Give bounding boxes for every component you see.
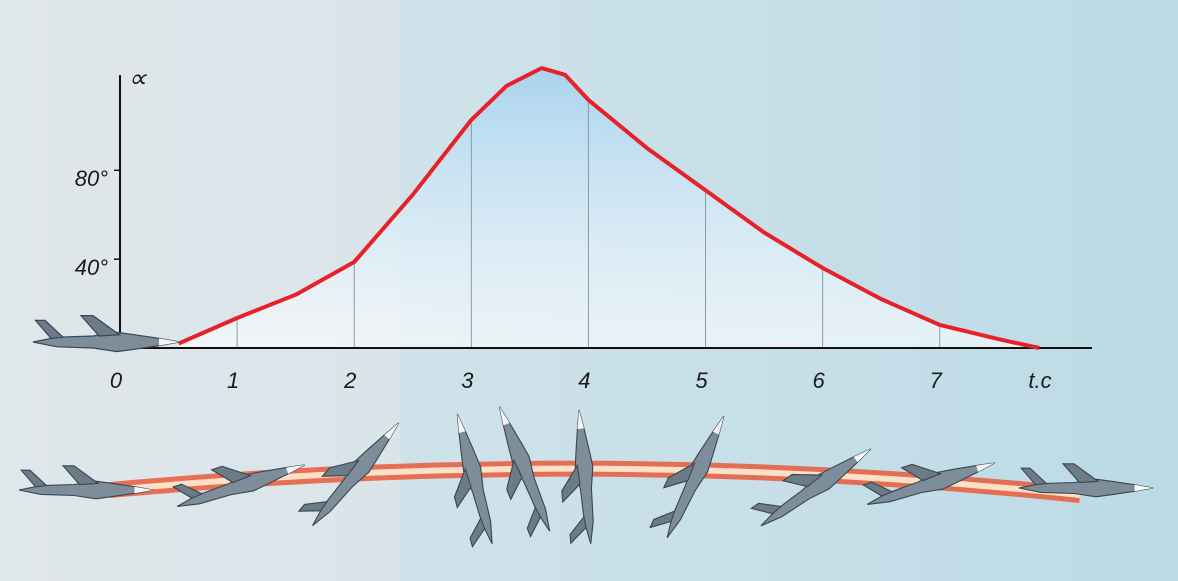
x-tick-label: 2 — [343, 368, 356, 393]
x-tick-label: 3 — [461, 368, 474, 393]
x-tick-label: 0 — [110, 368, 123, 393]
y-tick-label: 80° — [75, 166, 108, 191]
x-tick-label: 1 — [227, 368, 239, 393]
y-axis-label: ∝ — [128, 63, 147, 93]
y-tick-label: 40° — [75, 255, 108, 280]
x-axis-label: t.c — [1028, 368, 1051, 393]
x-tick-label: 7 — [930, 368, 943, 393]
x-tick-label: 4 — [578, 368, 590, 393]
chart: 40° 80° 0 1 2 3 4 5 6 7 ∝ t.c — [0, 0, 1178, 581]
x-tick-label: 5 — [695, 368, 708, 393]
x-tick-label: 6 — [813, 368, 826, 393]
